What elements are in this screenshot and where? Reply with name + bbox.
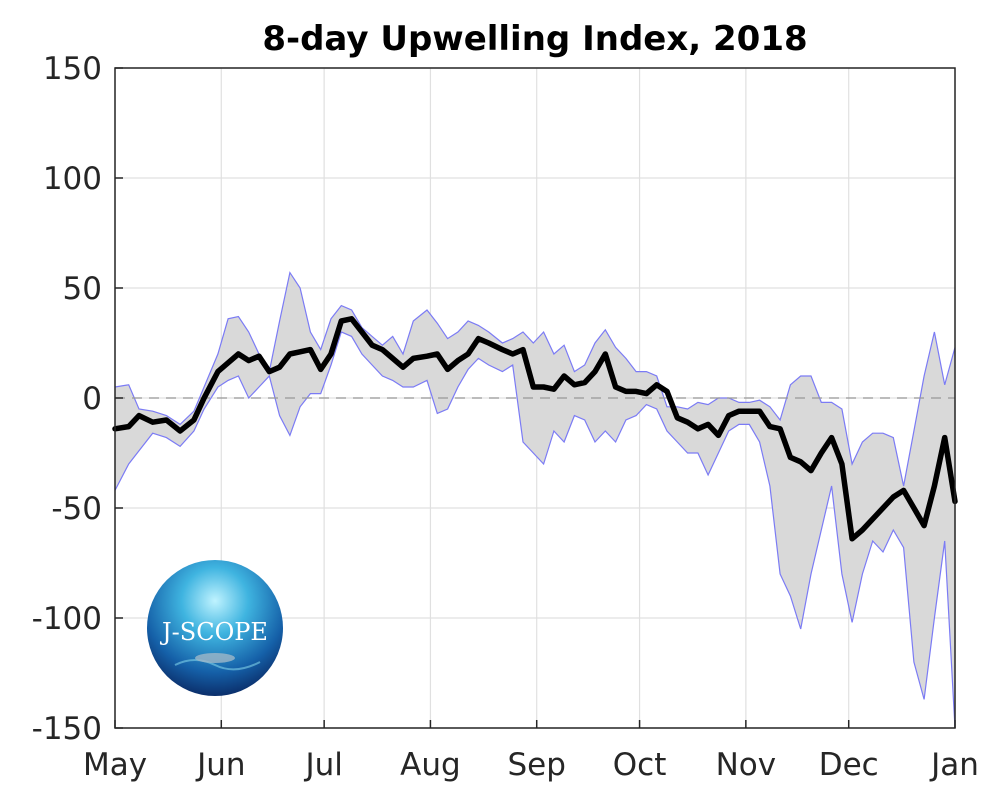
chart-title: 8-day Upwelling Index, 2018 (262, 19, 807, 59)
x-tick-label: Sep (507, 747, 565, 783)
jscope-logo: J-SCOPE (147, 560, 283, 696)
x-tick-label: Dec (819, 747, 879, 783)
range-band-fill (115, 272, 955, 728)
y-axis: 150 100 50 0 -50 -100 -150 (32, 51, 123, 747)
y-tick-label: 100 (43, 161, 102, 197)
lower-bound-line (114, 331, 956, 729)
x-tick-label: Jul (303, 747, 342, 783)
mean-upwelling-line (112, 316, 958, 542)
y-tick-label: -100 (32, 601, 102, 637)
x-tick-label: Nov (716, 747, 777, 783)
x-tick-label: Jun (195, 747, 245, 783)
logo-text: J-SCOPE (159, 618, 268, 646)
y-tick-label: 0 (82, 381, 102, 417)
y-tick-label: -150 (32, 711, 102, 747)
y-tick-label: 150 (43, 51, 102, 87)
mean-line-group (112, 316, 958, 542)
x-tick-label: Jan (929, 747, 979, 783)
x-tick-label: Oct (613, 747, 667, 783)
y-tick-label: -50 (51, 491, 102, 527)
x-tick-label: Aug (400, 747, 461, 783)
x-axis: May Jun Jul Aug Sep Oct Nov Dec Jan (83, 720, 979, 783)
x-tick-label: May (83, 747, 147, 783)
y-tick-label: 50 (63, 271, 102, 307)
